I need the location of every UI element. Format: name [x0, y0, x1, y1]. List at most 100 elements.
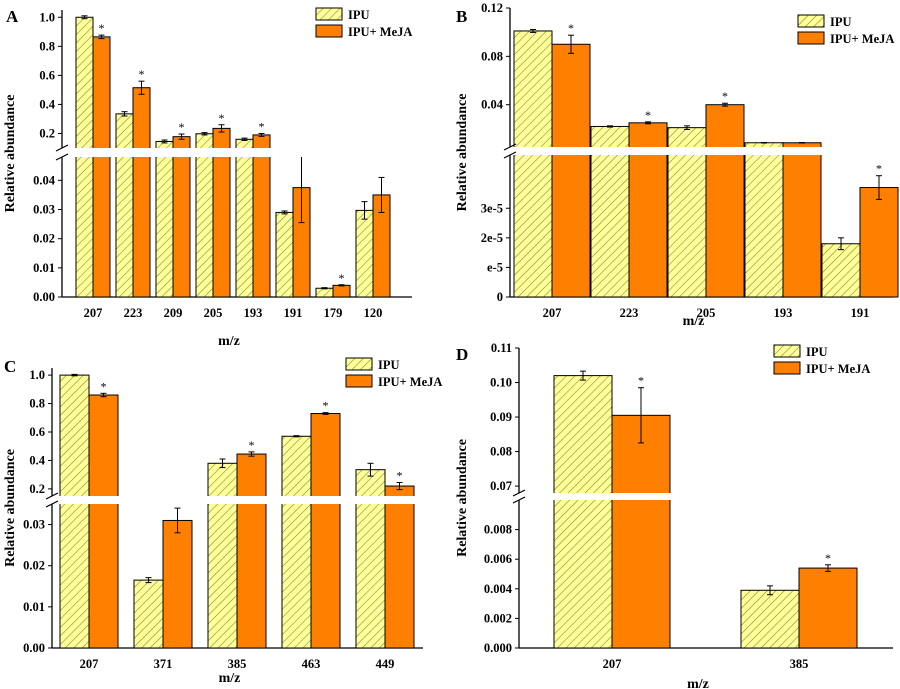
panel-a: A 0.00 0.01 0.02 0.03 0.04 0.2 0.4 0.6 0.8 1.0 * 207… [3, 7, 416, 349]
bar-ipu-209 [155, 140, 174, 298]
y-tick-label: 0.4 [39, 97, 55, 111]
y-tick-label: 0.03 [33, 203, 55, 217]
y-tick-label: 0.008 [484, 523, 512, 537]
panel-letter-c: C [4, 357, 16, 376]
legend-swatch [773, 344, 801, 358]
y-tick-label: 0.09 [490, 410, 512, 424]
bar-meja-449 [384, 485, 415, 649]
y-tick-label: 0.006 [484, 552, 512, 566]
significance-star: * [179, 120, 185, 134]
significance-star: * [249, 438, 255, 452]
axis-break [511, 493, 897, 500]
bar-meja-385 [236, 453, 267, 649]
legend-swatch [345, 357, 373, 371]
y-tick-label: 0.10 [490, 376, 512, 390]
y-axis-label: Relative abundance [455, 94, 470, 212]
significance-star: * [722, 89, 728, 103]
x-tick-label: 207 [84, 306, 103, 320]
y-tick-label: e-5 [487, 260, 503, 274]
significance-star: * [568, 21, 574, 35]
break-mark [512, 496, 526, 504]
y-tick-label: 0.2 [29, 482, 45, 496]
x-axis-label: m/z [218, 334, 240, 349]
break-mark [45, 500, 59, 508]
significance-star: * [645, 108, 651, 122]
bar-meja-223 [132, 87, 151, 298]
bar-ipu-385 [207, 462, 238, 649]
bar-meja-193 [782, 142, 822, 298]
x-tick-label: 463 [302, 657, 321, 671]
y-tick-label: 1.0 [39, 10, 55, 24]
legend-label: IPU+ MeJA [806, 362, 870, 376]
y-tick-label: 0.2 [39, 126, 55, 140]
bar-ipu-223 [115, 113, 134, 298]
break-mark [55, 144, 69, 152]
legend-swatch [345, 374, 373, 388]
axis-break [54, 148, 416, 157]
y-tick-label: 0.00 [23, 641, 45, 655]
legend-label: IPU+ MeJA [378, 375, 442, 389]
y-tick-label: 2e-5 [481, 231, 503, 245]
x-tick-label: 120 [364, 306, 383, 320]
significance-star: * [139, 67, 145, 81]
y-tick-label: 0.8 [29, 397, 45, 411]
bar-ipu-193 [744, 142, 784, 298]
x-tick-label: 193 [244, 306, 263, 320]
legend-swatch [315, 24, 343, 38]
y-tick-label: 0.004 [484, 582, 513, 596]
x-tick-label: 191 [284, 306, 303, 320]
x-tick-label: 207 [543, 306, 562, 320]
legend-label: IPU+ MeJA [830, 32, 894, 46]
x-tick-label: 449 [376, 657, 395, 671]
bar-meja-209 [172, 136, 191, 298]
x-tick-label: 205 [697, 306, 716, 320]
y-tick-label: 0.04 [481, 98, 504, 112]
significance-star: * [219, 111, 225, 125]
x-axis-label: m/z [687, 677, 709, 689]
panel-b: B 0 e-5 2e-5 3e-5 0.04 0.08 0.12 * 207 * 223 * 205 193… [455, 1, 899, 329]
break-mark [45, 492, 59, 500]
bar-meja-207 [611, 414, 671, 649]
bar-ipu-207 [513, 30, 553, 298]
bar-meja-207 [88, 394, 119, 649]
x-tick-label: 207 [603, 657, 622, 671]
bar-ipu-120 [355, 209, 374, 298]
bar-meja-205 [705, 104, 745, 298]
x-tick-label: 191 [851, 306, 870, 320]
x-tick-label: 371 [154, 657, 173, 671]
bar-ipu-385 [740, 589, 800, 649]
break-mark [503, 151, 517, 159]
bar-ipu-205 [195, 133, 214, 298]
legend-label: IPU [806, 345, 828, 359]
y-tick-label: 0.002 [484, 611, 512, 625]
break-mark [512, 489, 526, 497]
x-axis-label: m/z [683, 314, 705, 329]
y-tick-label: 0.11 [491, 341, 512, 355]
bar-ipu-193 [235, 138, 254, 298]
significance-star: * [397, 468, 403, 482]
legend-label: IPU [378, 358, 400, 372]
x-tick-label: 209 [164, 306, 183, 320]
x-tick-label: 205 [204, 306, 223, 320]
significance-star: * [339, 271, 345, 285]
bar-meja-191 [859, 187, 899, 298]
significance-star: * [323, 399, 329, 413]
y-tick-label: 0.12 [481, 1, 503, 15]
y-tick-label: 0.02 [23, 559, 45, 573]
y-tick-label: 0.000 [484, 641, 512, 655]
bar-ipu-191 [821, 243, 861, 298]
bar-meja-207 [92, 36, 111, 298]
x-tick-label: 223 [124, 306, 143, 320]
break-mark [503, 143, 517, 151]
y-tick-label: 0 [497, 290, 503, 304]
x-axis-label: m/z [219, 671, 241, 686]
x-tick-label: 385 [790, 657, 809, 671]
y-axis-label: Relative abundance [3, 95, 18, 213]
significance-star: * [825, 551, 831, 565]
axis-break [44, 496, 427, 504]
panel-letter-a: A [6, 7, 19, 26]
y-axis-label: Relative abundance [455, 439, 470, 557]
x-tick-label: 385 [228, 657, 247, 671]
significance-star: * [101, 379, 107, 393]
